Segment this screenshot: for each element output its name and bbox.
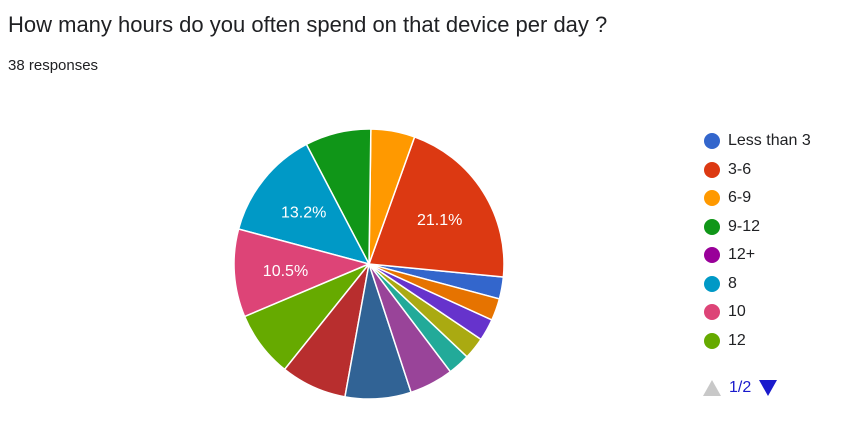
legend-swatch-icon — [704, 275, 720, 292]
legend: Less than 3 3-6 6-9 9-12 12+ 8 10 12 — [704, 127, 811, 355]
chart-title: How many hours do you often spend on tha… — [8, 12, 608, 37]
legend-label: 10 — [728, 303, 746, 321]
legend-swatch-icon — [704, 332, 720, 349]
legend-item-3-6[interactable]: 3-6 — [704, 156, 811, 185]
pie-slice-unlabeled-13[interactable] — [368, 263, 501, 321]
legend-item-10[interactable]: 10 — [704, 298, 811, 327]
legend-item-12[interactable]: 12 — [704, 327, 811, 356]
legend-item-8[interactable]: 8 — [704, 270, 811, 299]
legend-item-9-12[interactable]: 9-12 — [704, 213, 811, 242]
legend-swatch-icon — [704, 218, 720, 235]
pie-slice-8[interactable] — [237, 143, 371, 266]
legend-pager: 1/2 — [703, 379, 778, 397]
slice-data-label: 13.2% — [281, 205, 326, 222]
legend-item-less-than-3[interactable]: Less than 3 — [704, 127, 811, 156]
legend-label: 3-6 — [728, 160, 752, 178]
legend-item-12-plus[interactable]: 12+ — [704, 241, 811, 270]
response-count: 38 responses — [8, 57, 99, 74]
legend-swatch-icon — [704, 133, 720, 150]
legend-swatch-icon — [704, 190, 720, 207]
legend-label: 6-9 — [728, 189, 752, 207]
page-indicator: 1/2 — [729, 379, 752, 396]
legend-swatch-icon — [704, 161, 720, 178]
legend-swatch-icon — [704, 247, 720, 264]
legend-swatch-icon — [704, 304, 720, 321]
legend-label: 8 — [728, 274, 737, 292]
legend-label: 12 — [728, 331, 746, 349]
slice-data-label: 10.5% — [263, 263, 308, 280]
triangle-up-icon[interactable] — [703, 380, 721, 396]
pie-slice-10[interactable] — [233, 228, 372, 318]
legend-label: Less than 3 — [728, 132, 811, 150]
legend-label: 12+ — [728, 246, 756, 264]
legend-label: 9-12 — [728, 217, 761, 235]
triangle-down-icon[interactable] — [759, 380, 778, 396]
legend-item-6-9[interactable]: 6-9 — [704, 184, 811, 213]
slice-data-label: 21.1% — [417, 212, 462, 229]
